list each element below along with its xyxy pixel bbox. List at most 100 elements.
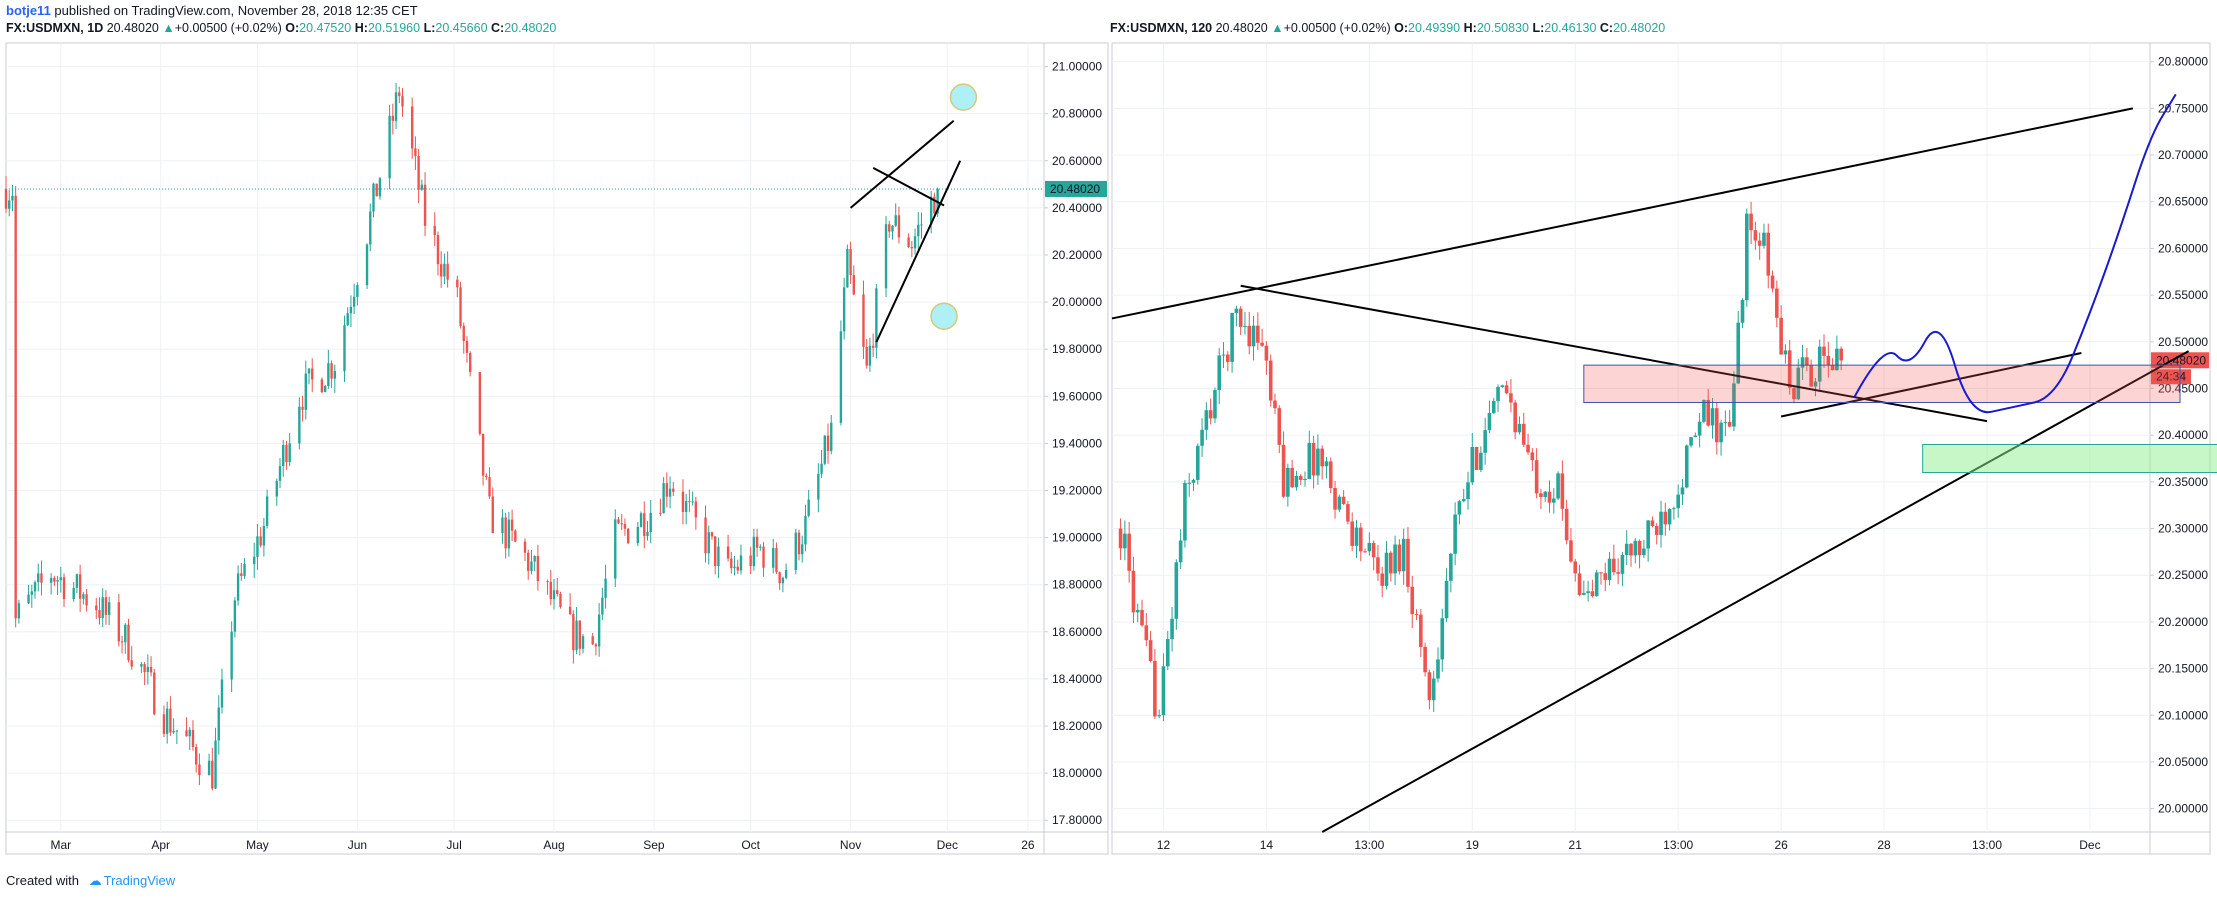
- candle-body: [907, 237, 910, 248]
- candle-body: [1444, 580, 1449, 619]
- candle-body: [446, 263, 449, 280]
- x-tick-label: Jul: [446, 838, 461, 852]
- candles: [4, 82, 939, 791]
- y-tick-label: 19.40000: [1052, 436, 1102, 450]
- candle-body: [311, 368, 314, 380]
- candle-body: [8, 200, 11, 209]
- candle-body: [533, 556, 536, 562]
- high-label: H:: [354, 21, 368, 35]
- candle-body: [1573, 561, 1578, 574]
- candle-body: [49, 577, 53, 583]
- candle-body: [556, 590, 559, 594]
- candle-body: [1294, 475, 1299, 488]
- x-tick-label: Apr: [151, 838, 170, 852]
- candle-body: [646, 532, 649, 537]
- candle-body: [352, 296, 356, 307]
- footer: Created with ☁ TradingView: [6, 873, 175, 889]
- candle-body: [1153, 661, 1157, 717]
- candle-body: [730, 558, 733, 569]
- candle-body: [1534, 460, 1539, 494]
- candle-body: [662, 483, 665, 514]
- candle-body: [207, 760, 211, 776]
- candle-body: [1817, 346, 1822, 382]
- candle-body: [536, 556, 540, 582]
- y-tick-label: 20.80000: [1052, 107, 1102, 121]
- candle-body: [230, 631, 233, 680]
- low-label: L:: [423, 21, 436, 35]
- symbol-label[interactable]: FX:USDMXN, 120: [1110, 21, 1213, 35]
- y-tick-label: 20.25000: [2158, 568, 2208, 582]
- candle-body: [1200, 429, 1204, 446]
- trend-line: [875, 160, 962, 343]
- y-tick-label: 19.60000: [1052, 389, 1102, 403]
- up-arrow-icon: ▲: [162, 21, 175, 35]
- candle-body: [1453, 514, 1457, 554]
- candle-body: [1650, 520, 1655, 527]
- candle-body: [726, 546, 730, 559]
- candle-body: [1723, 421, 1728, 423]
- tradingview-link[interactable]: TradingView: [103, 873, 176, 888]
- created-with-label: Created with: [6, 873, 79, 888]
- candle-body: [191, 729, 195, 747]
- candle-body: [1667, 509, 1672, 525]
- y-tick-label: 20.55000: [2158, 288, 2208, 302]
- candle-body: [1702, 399, 1706, 422]
- candle-body: [559, 593, 562, 607]
- candle-body: [710, 532, 714, 537]
- candle-body: [1612, 558, 1616, 573]
- candle-body: [62, 577, 66, 600]
- y-tick-label: 20.45000: [2158, 381, 2208, 395]
- candle-body: [842, 287, 846, 332]
- candle-body: [739, 555, 743, 571]
- y-tick-label: 20.50000: [2158, 335, 2208, 349]
- candle-body: [1672, 508, 1676, 510]
- y-tick-label: 20.35000: [2158, 475, 2208, 489]
- candle-body: [491, 496, 494, 534]
- candle-body: [507, 519, 511, 549]
- candle-body: [443, 263, 446, 277]
- x-tick-label: 14: [1260, 838, 1274, 852]
- candle-body: [552, 590, 556, 600]
- candle-body: [1479, 452, 1483, 470]
- y-tick-label: 21.00000: [1052, 60, 1102, 74]
- candle-body: [95, 605, 98, 611]
- high-value: 20.51960: [367, 21, 421, 35]
- candle-body: [1517, 423, 1522, 433]
- candle-body: [1800, 357, 1805, 368]
- candle-body: [1474, 447, 1479, 470]
- candle-body: [240, 573, 243, 576]
- open-value: 20.49390: [1408, 21, 1461, 35]
- y-tick-label: 20.30000: [2158, 522, 2208, 536]
- candle-body: [1805, 357, 1809, 366]
- symbol-label[interactable]: FX:USDMXN, 1D: [6, 21, 104, 35]
- candle-body: [1551, 498, 1556, 503]
- candle-body: [1676, 494, 1680, 509]
- x-tick-label: 28: [1877, 838, 1891, 852]
- daily-chart: 21.00000 20.80000 20.60000 20.40000 20.20000…: [4, 42, 1109, 855]
- candle-body: [871, 345, 875, 348]
- candle-body: [349, 306, 353, 314]
- candle-body: [1354, 527, 1359, 546]
- y-tick-label: 20.10000: [2158, 708, 2208, 722]
- candle-body: [1363, 551, 1367, 553]
- candle-body: [1238, 308, 1243, 327]
- candle-body: [217, 707, 220, 741]
- candle-body: [875, 288, 878, 348]
- candle-body: [1732, 383, 1736, 427]
- candle-body: [1183, 482, 1187, 541]
- candle-body: [275, 480, 278, 497]
- candle-body: [53, 577, 56, 582]
- candle-body: [772, 548, 775, 568]
- candle-body: [172, 730, 175, 733]
- x-tick-label: 26: [1774, 838, 1788, 852]
- candle-body: [162, 714, 166, 734]
- author-link[interactable]: botje11: [6, 3, 51, 18]
- candle-body: [1234, 308, 1239, 313]
- candle-body: [778, 572, 781, 584]
- candle-body: [1577, 573, 1582, 595]
- candle-body: [1586, 591, 1590, 594]
- candle-body: [1646, 520, 1650, 549]
- candle-body: [1307, 442, 1312, 480]
- candle-body: [604, 578, 607, 598]
